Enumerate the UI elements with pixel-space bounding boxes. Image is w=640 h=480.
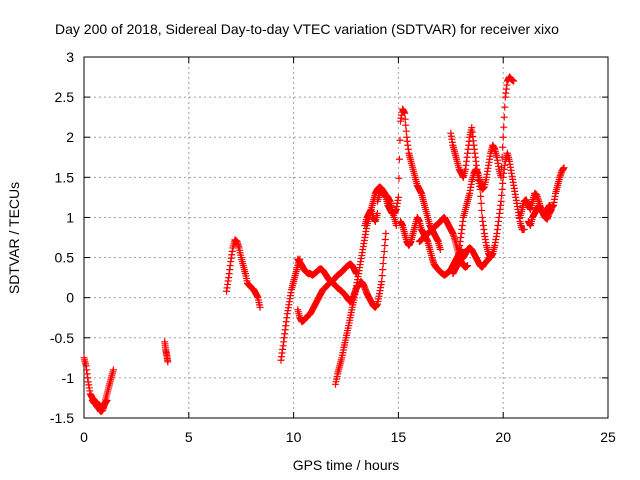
- y-tick-label: -0.5: [50, 330, 74, 346]
- data-point: [402, 127, 410, 135]
- data-point: [510, 77, 518, 85]
- series-seg-10h-b: [294, 260, 360, 326]
- y-tick-label: 2: [66, 129, 74, 145]
- data-point: [395, 155, 403, 163]
- y-tick-label: 1.5: [55, 169, 75, 185]
- data-point: [476, 185, 484, 193]
- y-tick-label: -1: [62, 370, 75, 386]
- axis-ticks: [83, 56, 609, 419]
- data-point: [477, 192, 485, 200]
- series-seg-15h: [396, 213, 465, 279]
- y-axis-label: SDTVAR / TECUs: [6, 182, 22, 294]
- y-tick-label: 2.5: [55, 89, 75, 105]
- series-seg-13h: [361, 205, 381, 229]
- data-point: [464, 262, 472, 270]
- data-point: [499, 179, 507, 187]
- y-tick-label: -1.5: [50, 410, 74, 426]
- data-point: [560, 164, 568, 172]
- data-point: [380, 248, 388, 256]
- x-tick-labels: 0 5 10 15 20 25: [80, 429, 616, 445]
- data-point: [401, 109, 409, 117]
- x-tick-label: 15: [391, 429, 407, 445]
- data-point: [379, 260, 387, 268]
- data-point: [500, 113, 508, 121]
- data-point: [381, 242, 389, 250]
- data-point: [381, 236, 389, 244]
- x-tick-label: 10: [286, 429, 302, 445]
- data-point: [401, 115, 409, 123]
- y-tick-label: 0: [66, 290, 74, 306]
- y-tick-labels: -1.5 -1 -0.5 0 0.5 1 1.5 2 2.5 3: [50, 49, 74, 426]
- data-point: [498, 185, 506, 193]
- data-point: [497, 197, 505, 205]
- x-tick-label: 20: [495, 429, 511, 445]
- data-point: [520, 225, 528, 233]
- data-point: [164, 358, 172, 366]
- chart-title: Day 200 of 2018, Sidereal Day-to-day VTE…: [55, 21, 559, 37]
- data-point: [436, 246, 444, 254]
- data-point: [477, 199, 485, 207]
- data-point: [499, 143, 507, 151]
- data-point: [373, 209, 381, 217]
- series-seg-7h: [223, 236, 264, 311]
- data-point: [103, 396, 111, 404]
- series-seg-21h-b: [524, 201, 555, 229]
- series-seg-18h-b: [447, 124, 528, 262]
- x-tick-label: 0: [80, 429, 88, 445]
- series-seg-4h: [161, 338, 172, 366]
- data-point: [380, 254, 388, 262]
- data-point: [498, 191, 506, 199]
- data-point: [256, 303, 264, 311]
- data-point: [547, 205, 555, 213]
- data-point: [378, 272, 386, 280]
- data-point: [500, 123, 508, 131]
- y-tick-label: 0.5: [55, 250, 75, 266]
- data-points: [80, 73, 568, 416]
- data-point: [379, 266, 387, 274]
- series-seg-early-2: [88, 396, 111, 412]
- grid-lines: [84, 57, 608, 418]
- data-point: [501, 103, 509, 111]
- x-tick-label: 25: [600, 429, 616, 445]
- x-axis-label: GPS time / hours: [293, 457, 400, 473]
- data-point: [109, 366, 117, 374]
- data-point: [499, 133, 507, 141]
- data-point: [382, 229, 390, 237]
- y-tick-label: 3: [66, 49, 74, 65]
- data-point: [392, 221, 400, 229]
- plot-frame: [83, 56, 609, 419]
- data-point: [395, 174, 403, 182]
- y-tick-label: 1: [66, 209, 74, 225]
- data-point: [396, 136, 404, 144]
- data-point: [378, 278, 386, 286]
- data-point: [402, 121, 410, 129]
- x-tick-label: 5: [185, 429, 193, 445]
- data-point: [394, 193, 402, 201]
- data-point: [478, 206, 486, 214]
